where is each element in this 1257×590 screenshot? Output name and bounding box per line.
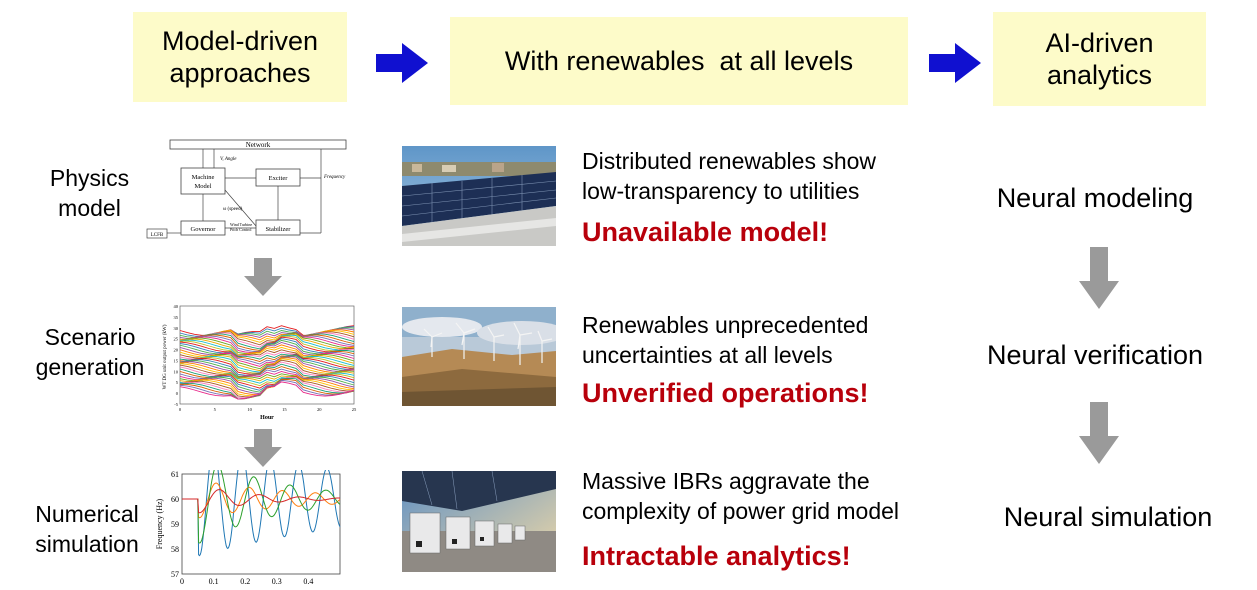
row3-desc-line1: Massive IBRs aggravate the xyxy=(582,468,870,494)
governor-label: Governor xyxy=(191,226,217,233)
scenario-ytick: 25 xyxy=(174,337,179,342)
renewables-box-label: With renewables at all levels xyxy=(504,45,854,76)
scenario-xtick: 10 xyxy=(247,407,252,412)
unavailable-model-text: Unavailable model! xyxy=(582,217,829,247)
lcfb-label: LCFB xyxy=(151,233,164,238)
intractable-analytics-text: Intractable analytics! xyxy=(582,541,851,571)
machine-label-2: Model xyxy=(195,183,212,190)
numerical-label-line2: simulation xyxy=(35,530,139,557)
ai-driven-line1: AI-driven xyxy=(1045,27,1154,58)
gray-down-arrow-icon xyxy=(1079,247,1119,309)
row3-desc-line2: complexity of power grid model xyxy=(582,497,900,524)
scenario-xtick: 20 xyxy=(317,407,322,412)
row2-desc-line2: uncertainties at all levels xyxy=(582,341,833,368)
neural-verification-text: Neural verification xyxy=(986,340,1204,370)
physics-label-line2: model xyxy=(58,194,121,221)
model-driven-line2: approaches xyxy=(169,58,311,88)
gray-down-arrow-icon xyxy=(244,429,282,467)
scenario-ytick: 0 xyxy=(176,391,179,396)
scenario-ytick: 20 xyxy=(174,348,179,353)
stabilizer-label: Stabilizer xyxy=(266,226,292,233)
numerical-simulation-label: Numerical simulation xyxy=(17,500,157,560)
scenario-ytick: 30 xyxy=(174,326,179,331)
unverified-operations-text: Unverified operations! xyxy=(582,378,869,408)
scenario-generation-label: Scenario generation xyxy=(20,323,160,383)
wind-turbine-label-2: Pitch Control xyxy=(230,227,252,232)
frequency-label: Frequency xyxy=(323,175,346,180)
scenario-label-line2: generation xyxy=(35,353,145,380)
scenario-ytick: 15 xyxy=(174,358,179,363)
sim-ytick: 57 xyxy=(171,570,179,579)
sim-ytick: 59 xyxy=(171,520,179,529)
renewables-box: With renewables at all levels xyxy=(450,17,908,105)
sim-ytick: 61 xyxy=(171,470,179,479)
physics-model-label: Physics model xyxy=(22,164,157,224)
blue-right-arrow-icon xyxy=(376,43,428,83)
neural-modeling-text: Neural modeling xyxy=(996,183,1194,213)
exciter-label: Exciter xyxy=(269,175,289,182)
ai-driven-box: AI-driven analytics xyxy=(993,12,1206,106)
row2-desc-line1: Renewables unprecedented xyxy=(582,312,869,338)
network-label: Network xyxy=(246,141,271,149)
frequency-series-line xyxy=(182,489,341,514)
sim-xtick: 0.1 xyxy=(209,577,219,586)
wind-turbines-photo xyxy=(402,307,556,406)
scenario-xtick: 5 xyxy=(214,407,217,412)
row1-desc-line2: low-transparency to utilities xyxy=(582,177,860,204)
model-driven-line1: Model-driven xyxy=(161,25,319,56)
row2-description: Renewables unprecedented uncertainties a… xyxy=(582,311,868,371)
solar-panels-photo xyxy=(402,146,556,246)
gray-down-arrow-icon xyxy=(244,258,282,296)
scenario-xtick: 0 xyxy=(179,407,182,412)
scenario-xtick: 25 xyxy=(352,407,357,412)
row3-description: Massive IBRs aggravate the complexity of… xyxy=(582,467,899,527)
model-driven-box: Model-driven approaches xyxy=(133,12,347,102)
sim-xtick: 0.3 xyxy=(272,577,282,586)
scenario-ytick: 10 xyxy=(174,369,179,374)
scenario-line xyxy=(179,381,355,400)
numerical-label-line1: Numerical xyxy=(35,501,139,527)
inverters-photo xyxy=(402,471,556,572)
omega-speed-label: ω (speed) xyxy=(223,207,243,212)
wind-turbine-label-1: Wind Turbine xyxy=(230,222,252,227)
machine-label-1: Machine xyxy=(192,174,215,181)
physics-block-diagram: Network Machine Model Exciter Governor S… xyxy=(146,139,347,239)
row1-description: Distributed renewables show low-transpar… xyxy=(582,147,876,207)
scenario-xlabel: Hour xyxy=(260,415,274,421)
v-angle-label: V, Angle xyxy=(220,157,237,162)
frequency-simulation-chart: 61 60 59 58 57 0 0.1 0.2 0.3 0.4 Frequency (Hz) xyxy=(155,470,341,586)
sim-xtick: 0.4 xyxy=(303,577,313,586)
ai-driven-line2: analytics xyxy=(1046,60,1153,90)
frequency-series-line xyxy=(182,470,341,544)
row1-desc-line1: Distributed renewables show xyxy=(582,148,877,174)
sim-ytick: 60 xyxy=(171,495,179,504)
neural-simulation-text: Neural simulation xyxy=(1003,502,1213,532)
scenario-ytick: 5 xyxy=(176,380,179,385)
sim-xtick: 0.2 xyxy=(240,577,250,586)
frequency-series-line xyxy=(182,482,341,519)
scenario-ytick: -5 xyxy=(174,402,178,407)
scenario-ytick: 35 xyxy=(174,315,179,320)
physics-label-line1: Physics xyxy=(49,165,130,191)
scenario-xtick: 15 xyxy=(282,407,287,412)
scenario-ylabel: WT DG unit output power (kW) xyxy=(163,324,168,389)
blue-right-arrow-icon xyxy=(929,43,981,83)
gray-down-arrow-icon xyxy=(1079,402,1119,464)
sim-ylabel: Frequency (Hz) xyxy=(155,498,164,549)
sim-ytick: 58 xyxy=(171,545,179,554)
scenario-ytick: 40 xyxy=(174,304,179,309)
frequency-series-line xyxy=(182,470,341,557)
scenario-label-line1: Scenario xyxy=(44,324,136,350)
sim-xtick: 0 xyxy=(180,577,184,586)
